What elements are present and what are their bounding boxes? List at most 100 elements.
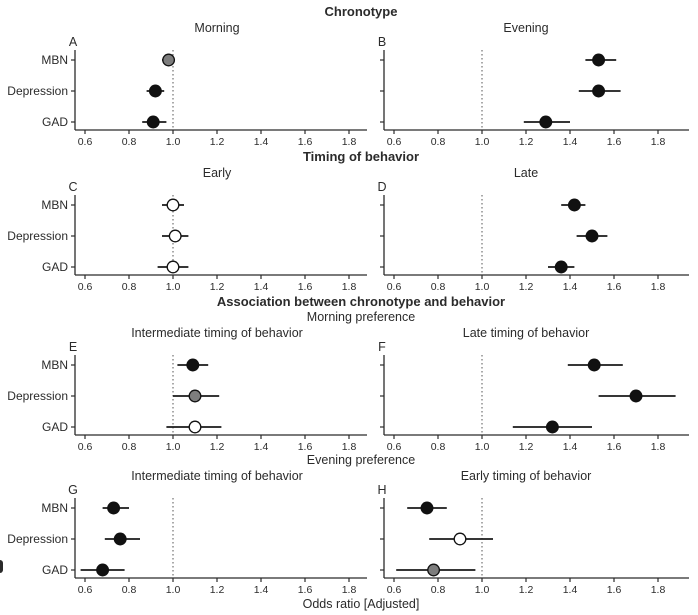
x-tick-label: 0.6 bbox=[78, 441, 93, 453]
category-label: MBN bbox=[41, 358, 68, 372]
x-tick-label: 1.0 bbox=[166, 584, 181, 596]
section-1: Chronotype Morning A MBN Depression GAD 0.6 0.8… bbox=[0, 3, 698, 148]
category-label: GAD bbox=[42, 115, 68, 129]
or-marker bbox=[420, 501, 434, 515]
or-marker bbox=[188, 420, 202, 434]
or-marker bbox=[166, 198, 180, 212]
x-tick-label: 1.8 bbox=[342, 136, 357, 148]
x-tick-label: 1.2 bbox=[210, 281, 225, 293]
x-tick-label: 1.0 bbox=[475, 281, 490, 293]
panels-row: Morning A MBN Depression GAD 0.6 0.8 1.0 1.2 1.4 1… bbox=[0, 20, 698, 148]
x-tick-label: 1.8 bbox=[651, 441, 666, 453]
x-tick-label: 1.6 bbox=[298, 584, 313, 596]
section-subheader: Morning preference bbox=[306, 310, 416, 324]
or-marker bbox=[107, 501, 121, 515]
category-label: GAD bbox=[42, 420, 68, 434]
x-tick-label: 1.8 bbox=[342, 281, 357, 293]
section-4: Evening preference Intermediate timing of… bbox=[0, 453, 698, 596]
category-label: MBN bbox=[41, 501, 68, 515]
panels-row: Intermediate timing of behavior G MBN Depre… bbox=[0, 468, 698, 596]
panel-title: Evening bbox=[503, 21, 548, 35]
x-tick-label: 1.8 bbox=[342, 441, 357, 453]
panel-letter: D bbox=[377, 180, 386, 194]
x-tick-label: 0.8 bbox=[122, 281, 137, 293]
panels-row: Intermediate timing of behavior E MBN Depre… bbox=[0, 325, 698, 453]
section-header: Association between chronotype and behav… bbox=[216, 294, 506, 309]
section-header: Chronotype bbox=[324, 4, 398, 19]
panels-container: Chronotype Morning A MBN Depression GAD 0.6 0.8… bbox=[0, 3, 698, 596]
x-tick-label: 1.4 bbox=[254, 441, 269, 453]
or-marker bbox=[188, 389, 202, 403]
panel-title: Intermediate timing of behavior bbox=[131, 326, 303, 340]
x-tick-label: 0.6 bbox=[387, 136, 402, 148]
x-tick-label: 1.0 bbox=[475, 441, 490, 453]
panel-letter: F bbox=[378, 340, 386, 354]
x-axis-title: Odds ratio [Adjusted] bbox=[302, 597, 420, 611]
x-tick-label: 1.8 bbox=[651, 136, 666, 148]
x-tick-label: 1.8 bbox=[651, 281, 666, 293]
x-tick-label: 1.2 bbox=[519, 584, 534, 596]
x-tick-label: 1.4 bbox=[563, 441, 578, 453]
section-header: Timing of behavior bbox=[302, 149, 420, 164]
panel-f: Late timing of behavior F 0.6 0.8 1.0 1.2 1.4 1… bbox=[378, 326, 689, 453]
x-tick-label: 0.8 bbox=[122, 136, 137, 148]
x-tick-label: 1.2 bbox=[519, 281, 534, 293]
panel-letter: G bbox=[68, 483, 78, 497]
or-marker bbox=[629, 389, 643, 403]
or-marker bbox=[539, 115, 553, 129]
or-marker bbox=[567, 198, 581, 212]
x-tick-label: 0.8 bbox=[431, 281, 446, 293]
x-tick-label: 1.4 bbox=[563, 281, 578, 293]
panel-title: Late timing of behavior bbox=[463, 326, 589, 340]
or-marker bbox=[453, 532, 467, 546]
category-label: GAD bbox=[42, 563, 68, 577]
category-label: Depression bbox=[7, 84, 68, 98]
panel-title: Morning bbox=[194, 21, 239, 35]
or-marker bbox=[162, 53, 176, 67]
cropped-glyph-artifact bbox=[0, 560, 3, 573]
x-tick-label: 1.8 bbox=[651, 584, 666, 596]
x-tick-label: 0.8 bbox=[122, 584, 137, 596]
x-tick-label: 1.4 bbox=[563, 584, 578, 596]
or-marker bbox=[96, 563, 110, 577]
x-tick-label: 1.4 bbox=[254, 584, 269, 596]
panel-h: Early timing of behavior H 0.6 0.8 1.0 1.2 1.4… bbox=[377, 469, 689, 596]
or-marker bbox=[592, 53, 606, 67]
x-tick-label: 1.4 bbox=[254, 281, 269, 293]
x-tick-label: 1.0 bbox=[166, 136, 181, 148]
x-tick-label: 1.2 bbox=[210, 584, 225, 596]
or-marker bbox=[166, 260, 180, 274]
x-tick-label: 1.6 bbox=[298, 281, 313, 293]
category-label: GAD bbox=[42, 260, 68, 274]
or-marker bbox=[545, 420, 559, 434]
category-label: Depression bbox=[7, 532, 68, 546]
x-tick-label: 1.0 bbox=[475, 584, 490, 596]
x-tick-label: 0.6 bbox=[78, 136, 93, 148]
or-marker bbox=[186, 358, 200, 372]
x-tick-label: 1.4 bbox=[563, 136, 578, 148]
panel-letter: E bbox=[69, 340, 77, 354]
panel-letter: C bbox=[68, 180, 77, 194]
panel-letter: H bbox=[377, 483, 386, 497]
x-tick-label: 1.4 bbox=[254, 136, 269, 148]
x-tick-label: 0.8 bbox=[122, 441, 137, 453]
x-tick-label: 1.2 bbox=[519, 441, 534, 453]
or-marker bbox=[554, 260, 568, 274]
panel-letter: A bbox=[69, 35, 78, 49]
or-marker bbox=[427, 563, 441, 577]
panel-letter: B bbox=[378, 35, 386, 49]
or-marker bbox=[585, 229, 599, 243]
category-label: MBN bbox=[41, 53, 68, 67]
or-marker bbox=[146, 115, 160, 129]
category-label: Depression bbox=[7, 229, 68, 243]
or-marker bbox=[113, 532, 127, 546]
x-tick-label: 1.2 bbox=[210, 136, 225, 148]
section-subheader: Evening preference bbox=[306, 453, 416, 467]
panel-title: Early timing of behavior bbox=[461, 469, 592, 483]
panel-title: Intermediate timing of behavior bbox=[131, 469, 303, 483]
